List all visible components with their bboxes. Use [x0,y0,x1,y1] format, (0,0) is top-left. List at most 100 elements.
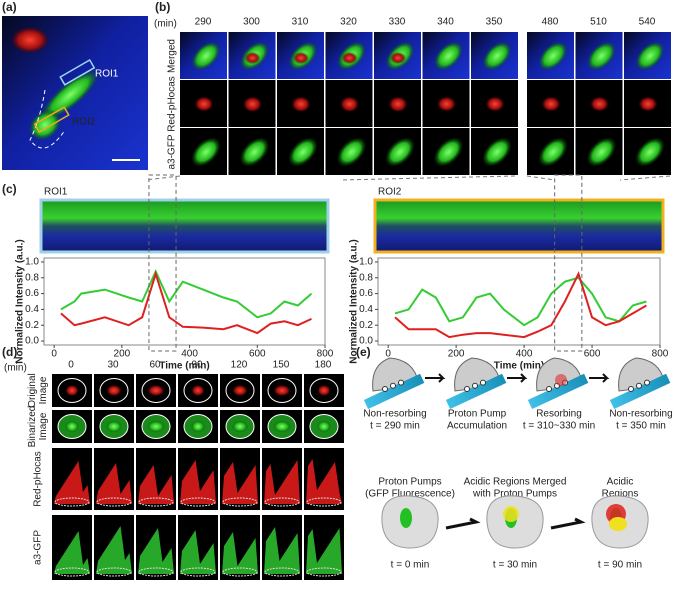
blob [485,96,505,112]
cell-outline [180,567,216,577]
blob [106,384,122,397]
label: 90 [191,360,203,371]
label: 120 [231,360,248,371]
blob [317,384,331,397]
label: Accumulation [447,421,507,432]
label: t = 90 min [598,560,642,571]
label: 800 [652,349,669,360]
label: Image [38,376,49,404]
blob [288,137,318,167]
blob [191,137,221,167]
pump [390,382,396,389]
pump [382,386,388,392]
cell-outline [57,378,87,403]
surface [264,527,300,574]
blob [191,41,221,71]
blob [482,137,512,167]
label: 330 [389,17,406,28]
blob [538,41,568,71]
label: Acidic [607,477,634,488]
blob [191,384,205,397]
cell-outline [96,497,132,507]
bone [445,373,507,410]
label: (min) [154,19,177,30]
label: 1.0 [359,257,373,268]
arrow [589,373,610,383]
label: 0.0 [359,336,373,347]
label: 0.2 [25,320,39,331]
pumps [400,508,412,528]
roi [59,59,96,86]
surface [54,531,90,574]
blob [273,420,291,433]
pump [628,386,634,392]
label: 540 [639,17,656,28]
label: ROI2 [378,187,402,198]
bone [609,373,671,410]
cell-outline [141,378,171,403]
label: 800 [317,349,334,360]
blob [589,96,610,112]
label: Time (min) [494,361,544,372]
cell-outline [222,567,258,577]
blob [385,137,415,167]
line [60,268,313,319]
blob [336,137,367,167]
pump [472,382,478,389]
label: Binarized [27,406,38,448]
blob [194,96,214,112]
surface [306,528,342,574]
label: Normalized Intensity (a.u.) [349,239,360,363]
surface [222,462,258,504]
label: Normalized Intensity (a.u.) [15,239,26,363]
blob [273,384,291,397]
label: a3-GFP [167,134,178,169]
blob [10,26,50,54]
blob [232,420,248,433]
cell-outline [264,497,300,507]
label: 60 [149,360,161,371]
kymograph [373,198,665,254]
label: a3-GFP [33,530,44,565]
label: ROI2 [72,117,96,128]
label: Proton Pump [448,409,507,420]
label: t = 310~330 min [523,421,595,432]
label: 300 [243,17,260,28]
blob [538,137,568,167]
label: 0.6 [359,288,373,299]
cell-outline [306,567,342,577]
arrow [425,373,446,383]
label: 150 [273,360,290,371]
label: 340 [437,17,454,28]
label: 200 [114,349,131,360]
cell-outline [99,378,129,403]
blob [390,52,406,64]
label: t = 290 min [370,421,420,432]
surface [180,530,216,574]
line [394,271,647,339]
blob [635,137,665,167]
label: Red-pHocas [33,451,44,507]
label: t = 0 min [391,560,430,571]
bone [363,373,425,410]
label: Time (min) [159,361,209,372]
label: 30 [107,360,119,371]
cell-outline [54,497,90,507]
surface [54,461,90,504]
label: 510 [590,17,607,28]
blob [147,420,165,433]
pump [480,379,486,386]
label: 400 [181,349,198,360]
pump [464,386,470,392]
blob [39,68,101,122]
label: ROI1 [44,187,68,198]
surface [96,463,132,504]
label: with Proton Pumps [472,489,557,500]
blob [147,384,165,397]
surface [180,460,216,504]
cell-outline [138,497,174,507]
blob [293,52,309,64]
label: Non-resorbing [609,409,672,420]
label: t = 30 min [493,560,537,571]
blob [638,96,658,112]
